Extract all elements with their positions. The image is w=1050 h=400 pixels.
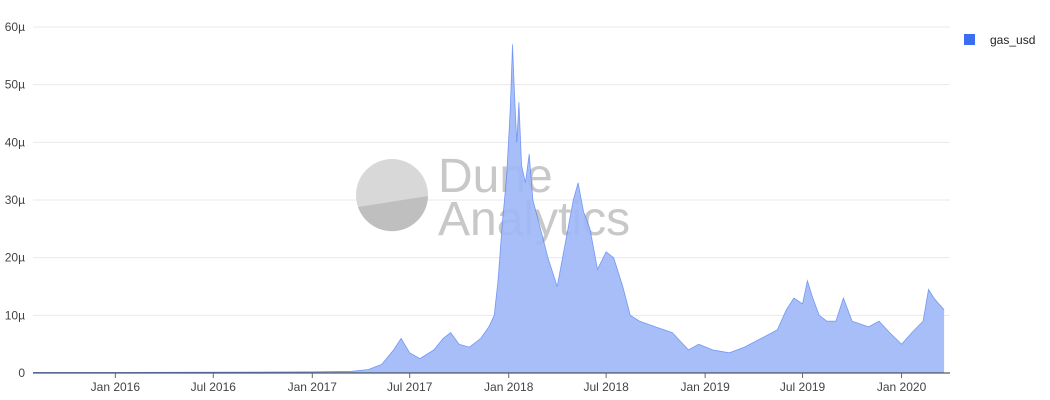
series-line (33, 44, 945, 373)
x-tick-label: Jul 2017 (387, 380, 433, 394)
legend: gas_usd (964, 33, 1035, 47)
watermark-text-line1: Dune (438, 150, 553, 203)
watermark-logo-shade (358, 196, 428, 232)
legend-label-gas-usd[interactable]: gas_usd (990, 33, 1035, 47)
legend-swatch-gas-usd[interactable] (964, 34, 975, 45)
x-tick-label: Jul 2019 (780, 380, 826, 394)
y-tick-label: 30µ (5, 193, 25, 207)
y-tick-label: 20µ (5, 251, 25, 265)
y-tick-label: 10µ (5, 308, 25, 322)
series-area-gas-usd (33, 44, 945, 374)
y-tick-label: 50µ (5, 78, 25, 92)
y-tick-label: 0 (18, 366, 25, 380)
x-tick-label: Jul 2018 (583, 380, 629, 394)
x-tick-label: Jan 2019 (680, 380, 730, 394)
x-tick-label: Jan 2017 (288, 380, 338, 394)
x-tick-label: Jan 2016 (91, 380, 141, 394)
y-tick-label: 60µ (5, 20, 25, 34)
axes: 0 10µ 20µ 30µ 40µ 50µ 60µ Jan 2016 Jul 2016 Jan 2… (5, 20, 950, 394)
x-tick-label: Jan 2018 (484, 380, 534, 394)
x-tick-label: Jul 2016 (191, 380, 237, 394)
series-area (33, 44, 945, 374)
x-tick-label: Jan 2020 (877, 380, 927, 394)
y-tick-label: 40µ (5, 135, 25, 149)
